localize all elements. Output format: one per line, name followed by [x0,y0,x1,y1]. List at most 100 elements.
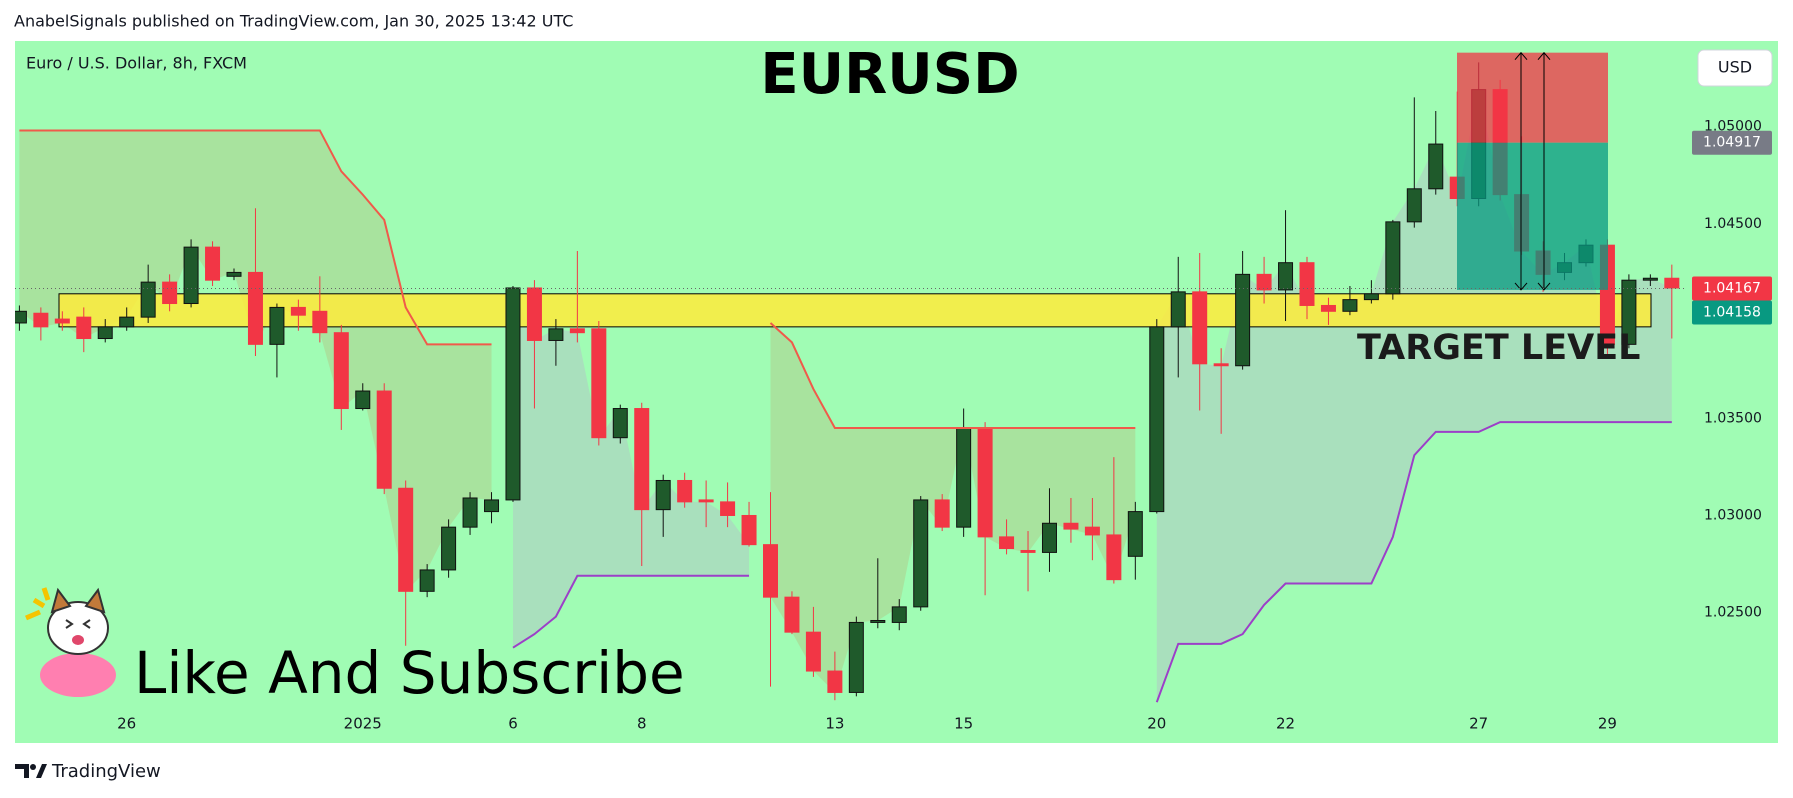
candle-body [419,569,435,592]
chart-title: EURUSD [760,42,1019,107]
candle-body [548,328,564,341]
price-label-box [1692,276,1772,301]
candle-body [526,287,542,341]
byline: AnabelSignals published on TradingView.c… [14,12,573,31]
candle-body [33,312,49,328]
indicator-fill [1156,89,1672,703]
x-tick-label: 20 [1147,715,1166,733]
x-tick-label: 2025 [344,715,382,733]
candle-body [1170,291,1186,328]
candle-body [1235,273,1251,367]
candle-body [934,499,950,528]
symbol-info: Euro / U.S. Dollar, 8h, FXCM [26,54,247,73]
candle-body [376,390,392,489]
plot-area [15,51,1687,703]
candle-body [1256,273,1272,291]
candle-body [1642,277,1658,281]
candle-body [1106,534,1122,581]
position-target [1457,142,1608,290]
indicator-fill [512,287,750,648]
currency-box[interactable] [1697,49,1773,87]
candle-body [1041,522,1057,553]
footer-logo [15,764,47,778]
candle-body [784,596,800,633]
candle-body [999,536,1015,550]
candle-body [1020,549,1036,553]
candle-body [1278,262,1294,291]
indicator-fill [770,322,1136,693]
candle-body [569,328,585,334]
candle-body [591,328,607,439]
candle-body [720,501,736,516]
candle-body [140,281,156,318]
candle-body [1363,293,1379,301]
candle-body [1428,143,1444,190]
x-tick-label: 13 [825,715,844,733]
x-tick-label: 6 [508,715,518,733]
candle-body [333,332,349,410]
candle-body [677,479,693,503]
candle-body [956,427,972,528]
candle-body [54,318,70,324]
candle-body [269,306,285,345]
candle-body [1342,299,1358,312]
candle-body [1149,326,1165,513]
x-tick-label: 27 [1469,715,1488,733]
candle-body [870,619,886,623]
promo-text: Like And Subscribe [134,639,685,707]
candle-body [655,479,671,511]
x-tick-label: 15 [954,715,973,733]
candle-body [1127,511,1143,557]
x-tick-label: 8 [637,715,647,733]
indicator-line [19,129,1136,429]
footer-brand: TradingView [51,761,161,782]
candle-body [484,499,500,513]
price-label: 1.04167 [1703,281,1761,297]
indicator-line [512,421,1672,703]
candle-body [1320,304,1336,312]
candle-body [848,621,864,693]
indicator-fill [19,130,492,592]
candle-body [1299,262,1315,306]
candle-body [805,631,821,672]
currency[interactable]: USD [1718,58,1752,77]
candle-body [1192,291,1208,365]
candle-body [119,316,135,328]
mascot [25,587,116,697]
candle-body [1213,363,1229,367]
candle-body [1385,221,1401,295]
position-stop [1457,52,1608,143]
candle-body [891,606,907,623]
target-label: TARGET LEVEL [1357,328,1640,368]
candle-body [1063,522,1079,530]
candle-body [1406,188,1422,223]
x-tick-label: 22 [1276,715,1295,733]
x-tick-label: 29 [1598,715,1617,733]
y-tick-label: 1.04500 [1704,216,1762,232]
candle-body [97,326,113,340]
candle-body [205,246,221,281]
candle-body [913,499,929,608]
candle-body [1621,279,1637,345]
candle-body [977,427,993,538]
candle-body [1664,277,1680,289]
candle-body [505,287,521,501]
candle-body [698,499,714,503]
candle-body [741,514,757,546]
candle-body [355,390,371,410]
candle-body [1084,526,1100,536]
y-tick-label: 1.03500 [1704,410,1762,426]
candle-body [312,310,328,334]
candle-body [634,408,650,511]
candle-body [441,526,457,571]
price-label: 1.04158 [1703,305,1761,321]
y-tick-label: 1.03000 [1704,507,1762,523]
arrow-head [1537,51,1551,291]
candle-body [226,271,242,277]
candle-body [763,544,778,598]
candle-body [162,281,178,305]
candle-body [247,271,263,345]
